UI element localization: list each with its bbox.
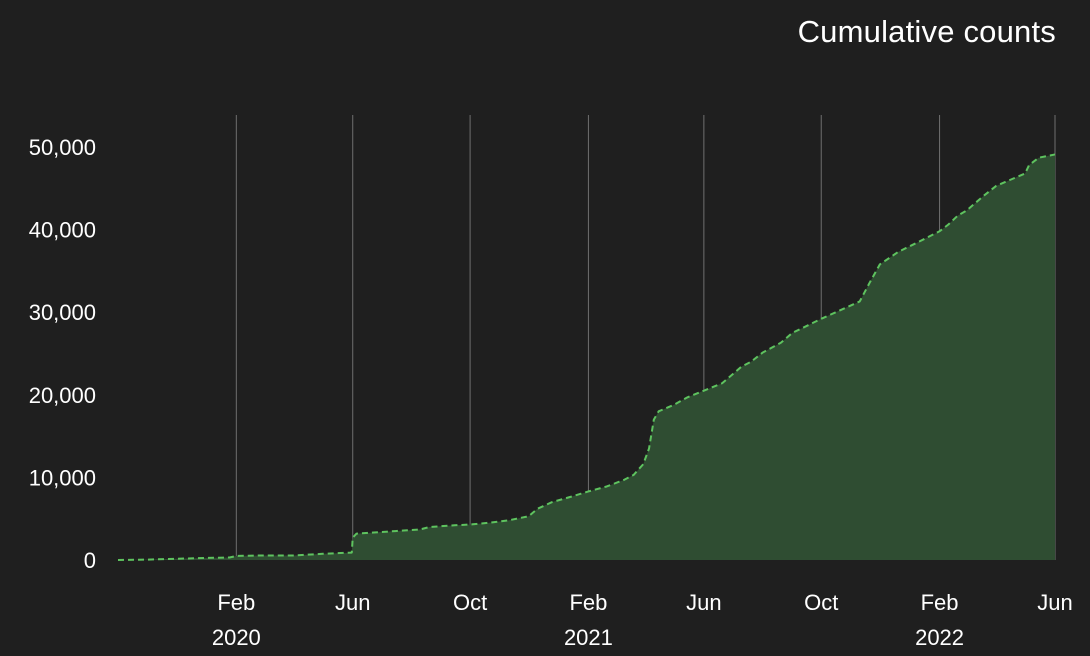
y-tick-label: 20,000 <box>29 383 96 408</box>
y-tick-label: 40,000 <box>29 218 96 243</box>
x-tick-label: Oct <box>453 590 487 615</box>
x-tick-label: Oct <box>804 590 838 615</box>
y-axis: 0 10,000 20,000 30,000 40,000 50,000 <box>29 135 96 573</box>
cumulative-area-fill <box>118 154 1055 560</box>
x-tick-label: Jun <box>335 590 370 615</box>
x-year-label: 2022 <box>915 625 964 650</box>
x-tick-label: Feb <box>569 590 607 615</box>
y-tick-label: 30,000 <box>29 300 96 325</box>
x-year-label: 2021 <box>564 625 613 650</box>
x-tick-label: Feb <box>921 590 959 615</box>
x-axis: Feb 2020 Jun Oct Feb 2021 Jun Oct Feb 2022 Jun <box>212 590 1073 650</box>
chart-title: Cumulative counts <box>797 14 1056 49</box>
x-year-label: 2020 <box>212 625 261 650</box>
x-tick-label: Jun <box>686 590 721 615</box>
x-tick-label: Feb <box>217 590 255 615</box>
x-tick-label: Jun <box>1037 590 1072 615</box>
y-tick-label: 0 <box>84 548 96 573</box>
y-tick-label: 10,000 <box>29 465 96 490</box>
y-tick-label: 50,000 <box>29 135 96 160</box>
cumulative-line <box>117 153 1056 561</box>
